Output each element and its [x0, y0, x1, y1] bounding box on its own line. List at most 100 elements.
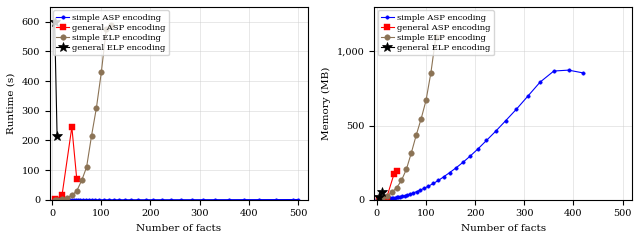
simple ASP encoding — [59, 198, 67, 201]
simple ASP encoding — [57, 198, 65, 201]
simple ASP encoding — [92, 198, 99, 201]
simple ELP encoding — [68, 194, 76, 197]
simple ASP encoding — [72, 198, 79, 201]
simple ELP encoding — [83, 166, 90, 168]
simple ASP encoding — [79, 198, 86, 201]
simple ASP encoding — [88, 198, 96, 201]
Y-axis label: Memory (MB): Memory (MB) — [323, 67, 332, 140]
simple ELP encoding — [397, 179, 405, 182]
simple ASP encoding — [95, 198, 103, 201]
simple ASP encoding — [536, 81, 544, 84]
simple ELP encoding — [58, 198, 66, 201]
simple ASP encoding — [459, 161, 467, 164]
simple ASP encoding — [51, 198, 58, 201]
simple ASP encoding — [376, 198, 383, 200]
simple ASP encoding — [383, 197, 391, 200]
Line: simple ASP encoding: simple ASP encoding — [376, 68, 585, 201]
simple ASP encoding — [100, 198, 108, 201]
simple ASP encoding — [403, 193, 411, 196]
simple ASP encoding — [564, 69, 572, 72]
general ELP encoding — [53, 135, 61, 138]
simple ELP encoding — [383, 195, 390, 198]
simple ELP encoding — [108, 23, 115, 26]
X-axis label: Number of facts: Number of facts — [136, 224, 221, 233]
simple ELP encoding — [432, 35, 440, 38]
simple ASP encoding — [393, 196, 401, 199]
simple ASP encoding — [380, 197, 387, 200]
simple ASP encoding — [272, 198, 280, 201]
simple ASP encoding — [50, 198, 58, 201]
simple ASP encoding — [56, 198, 63, 201]
simple ELP encoding — [376, 197, 383, 200]
simple ASP encoding — [65, 198, 72, 201]
simple ASP encoding — [110, 198, 118, 201]
simple ASP encoding — [49, 198, 56, 201]
simple ELP encoding — [78, 179, 86, 182]
simple ASP encoding — [82, 198, 90, 201]
simple ASP encoding — [188, 198, 196, 201]
simple ASP encoding — [413, 190, 420, 193]
simple ASP encoding — [391, 196, 399, 199]
general ASP encoding — [58, 194, 66, 197]
simple ELP encoding — [93, 106, 100, 109]
simple ASP encoding — [225, 198, 233, 201]
general ASP encoding — [390, 172, 398, 175]
simple ASP encoding — [420, 187, 428, 190]
simple ASP encoding — [84, 198, 92, 201]
simple ASP encoding — [52, 198, 60, 201]
Line: general ELP encoding: general ELP encoding — [374, 187, 387, 201]
simple ASP encoding — [382, 197, 390, 200]
simple ASP encoding — [474, 147, 482, 150]
simple ASP encoding — [294, 198, 302, 201]
simple ASP encoding — [389, 197, 397, 199]
simple ASP encoding — [378, 198, 386, 200]
simple ASP encoding — [424, 185, 432, 188]
simple ELP encoding — [97, 71, 105, 74]
simple ELP encoding — [417, 118, 425, 120]
X-axis label: Number of facts: Number of facts — [461, 224, 546, 233]
simple ASP encoding — [440, 175, 447, 178]
simple ASP encoding — [399, 195, 406, 198]
simple ELP encoding — [393, 186, 401, 189]
simple ASP encoding — [121, 198, 129, 201]
simple ASP encoding — [52, 198, 60, 201]
simple ELP encoding — [388, 191, 396, 194]
general ASP encoding — [393, 169, 401, 172]
Legend: simple ASP encoding, general ASP encoding, simple ELP encoding, general ELP enco: simple ASP encoding, general ASP encodin… — [378, 10, 493, 55]
simple ASP encoding — [385, 197, 393, 200]
simple ELP encoding — [73, 189, 81, 192]
simple ASP encoding — [61, 198, 68, 201]
simple ELP encoding — [88, 135, 95, 138]
simple ASP encoding — [446, 171, 454, 174]
simple ASP encoding — [150, 198, 157, 201]
simple ASP encoding — [177, 198, 185, 201]
Line: general ASP encoding: general ASP encoding — [376, 168, 399, 202]
general ELP encoding — [378, 191, 386, 194]
simple ELP encoding — [53, 198, 61, 201]
simple ASP encoding — [374, 198, 382, 201]
simple ASP encoding — [127, 198, 135, 201]
simple ASP encoding — [74, 198, 81, 201]
simple ASP encoding — [380, 197, 388, 200]
simple ASP encoding — [55, 198, 63, 201]
Line: simple ASP encoding: simple ASP encoding — [51, 198, 300, 202]
simple ASP encoding — [60, 198, 67, 201]
simple ELP encoding — [378, 197, 386, 199]
simple ASP encoding — [483, 139, 490, 142]
general ASP encoding — [376, 198, 383, 200]
simple ASP encoding — [524, 95, 532, 98]
general ELP encoding — [376, 195, 383, 198]
simple ASP encoding — [66, 198, 74, 201]
simple ELP encoding — [63, 197, 71, 199]
simple ASP encoding — [63, 198, 71, 201]
simple ASP encoding — [61, 198, 69, 201]
simple ASP encoding — [397, 195, 404, 198]
simple ASP encoding — [289, 198, 297, 201]
simple ASP encoding — [410, 192, 417, 194]
simple ASP encoding — [381, 197, 389, 200]
general ASP encoding — [68, 126, 76, 129]
simple ASP encoding — [387, 197, 394, 200]
simple ELP encoding — [51, 198, 58, 201]
simple ASP encoding — [76, 198, 84, 201]
simple ASP encoding — [378, 198, 385, 200]
